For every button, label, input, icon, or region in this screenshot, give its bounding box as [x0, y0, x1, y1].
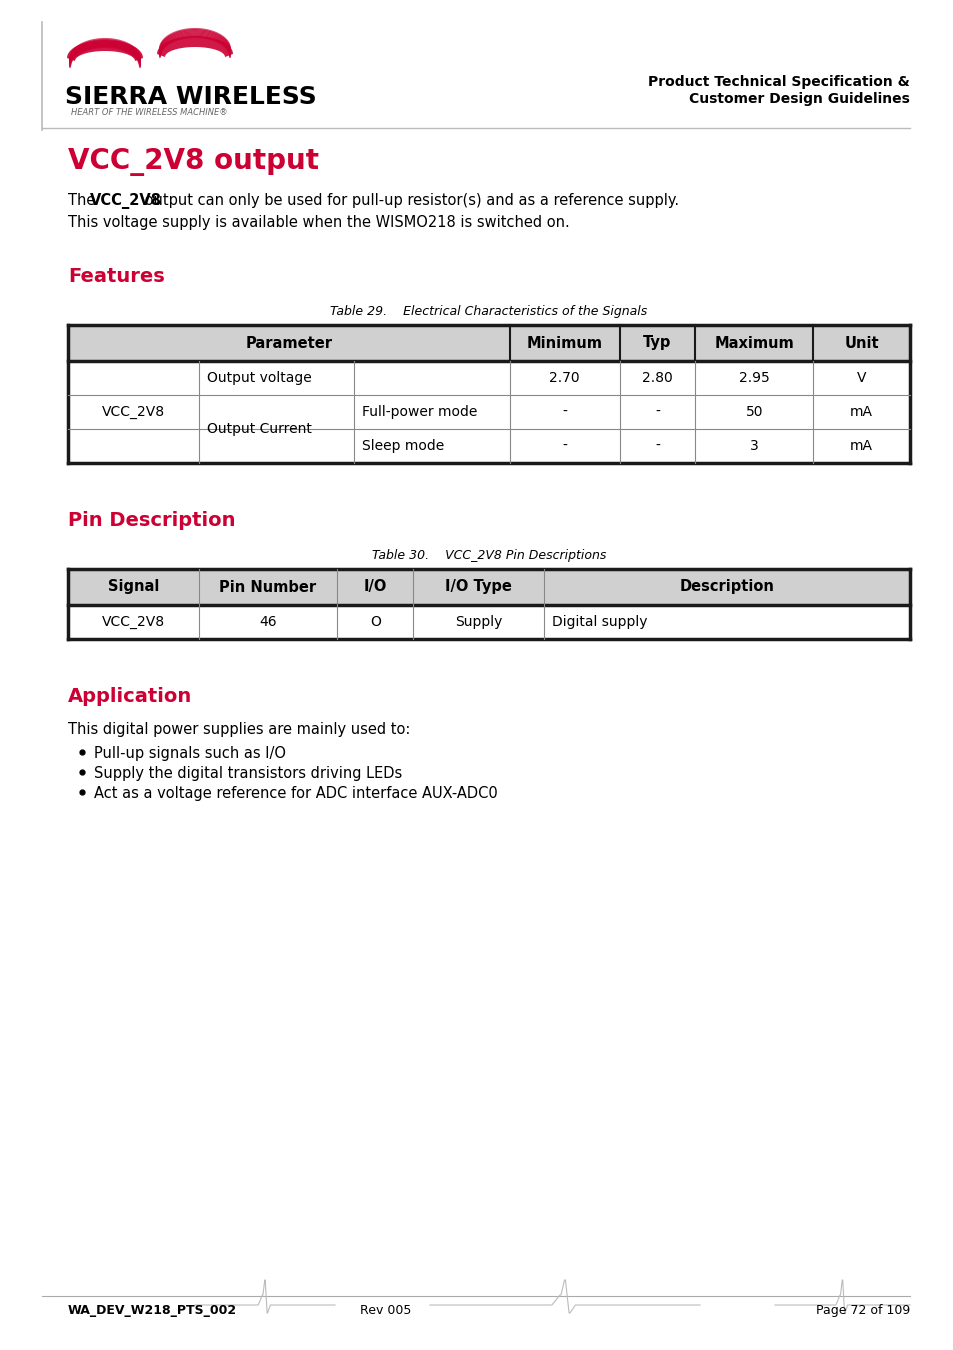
Polygon shape	[157, 36, 233, 57]
Text: VCC_2V8 output: VCC_2V8 output	[68, 148, 318, 176]
Text: Output Current: Output Current	[206, 423, 311, 436]
Text: Page 72 of 109: Page 72 of 109	[815, 1304, 909, 1318]
Text: SIERRA WIRELESS: SIERRA WIRELESS	[65, 85, 316, 109]
Text: I/O: I/O	[363, 579, 387, 594]
Text: mA: mA	[849, 405, 872, 418]
Bar	[68, 325, 909, 360]
Text: This voltage supply is available when the WISMO218 is switched on.: This voltage supply is available when th…	[68, 215, 569, 230]
Text: -: -	[561, 439, 567, 454]
Text: Description: Description	[679, 579, 774, 594]
Text: 3: 3	[749, 439, 758, 454]
Text: I/O Type: I/O Type	[444, 579, 512, 594]
Text: Parameter: Parameter	[245, 336, 333, 351]
Text: mA: mA	[849, 439, 872, 454]
Text: Table 29.    Electrical Characteristics of the Signals: Table 29. Electrical Characteristics of …	[330, 305, 647, 319]
Polygon shape	[67, 40, 143, 61]
Text: WA_DEV_W218_PTS_002: WA_DEV_W218_PTS_002	[68, 1304, 237, 1318]
Text: Supply the digital transistors driving LEDs: Supply the digital transistors driving L…	[94, 765, 402, 782]
Text: Sleep mode: Sleep mode	[362, 439, 444, 454]
Text: VCC_2V8: VCC_2V8	[90, 193, 162, 209]
Text: Pin Number: Pin Number	[219, 579, 316, 594]
Text: O: O	[370, 616, 380, 629]
Text: The: The	[68, 193, 100, 208]
Text: Output voltage: Output voltage	[206, 371, 311, 385]
Text: Rev 005: Rev 005	[359, 1304, 411, 1318]
Text: Maximum: Maximum	[714, 336, 793, 351]
Text: Features: Features	[68, 267, 165, 286]
Text: -: -	[655, 405, 659, 418]
Text: 46: 46	[259, 616, 276, 629]
Text: Table 30.    VCC_2V8 Pin Descriptions: Table 30. VCC_2V8 Pin Descriptions	[372, 549, 605, 562]
Text: Signal: Signal	[108, 579, 159, 594]
Text: V: V	[856, 371, 865, 385]
Text: Minimum: Minimum	[526, 336, 602, 351]
Text: This digital power supplies are mainly used to:: This digital power supplies are mainly u…	[68, 722, 410, 737]
Text: Act as a voltage reference for ADC interface AUX-ADC0: Act as a voltage reference for ADC inter…	[94, 786, 497, 801]
Text: HEART OF THE WIRELESS MACHINE®: HEART OF THE WIRELESS MACHINE®	[71, 108, 228, 117]
Text: 2.95: 2.95	[738, 371, 769, 385]
Text: 50: 50	[744, 405, 762, 418]
Text: Full-power mode: Full-power mode	[362, 405, 477, 418]
Text: Supply: Supply	[455, 616, 501, 629]
Text: output can only be used for pull-up resistor(s) and as a reference supply.: output can only be used for pull-up resi…	[140, 193, 679, 208]
Text: Pin Description: Pin Description	[68, 512, 235, 531]
Text: Unit: Unit	[843, 336, 878, 351]
Text: Typ: Typ	[642, 336, 671, 351]
Text: Digital supply: Digital supply	[551, 616, 646, 629]
Text: Product Technical Specification &: Product Technical Specification &	[648, 76, 909, 89]
Text: VCC_2V8: VCC_2V8	[102, 616, 165, 629]
Text: Pull-up signals such as I/O: Pull-up signals such as I/O	[94, 747, 286, 761]
Text: Customer Design Guidelines: Customer Design Guidelines	[688, 92, 909, 107]
Text: -: -	[655, 439, 659, 454]
Text: Application: Application	[68, 687, 193, 706]
Text: 2.70: 2.70	[549, 371, 579, 385]
Bar	[68, 568, 909, 605]
Text: -: -	[561, 405, 567, 418]
Text: 2.80: 2.80	[641, 371, 672, 385]
Text: VCC_2V8: VCC_2V8	[102, 405, 165, 418]
